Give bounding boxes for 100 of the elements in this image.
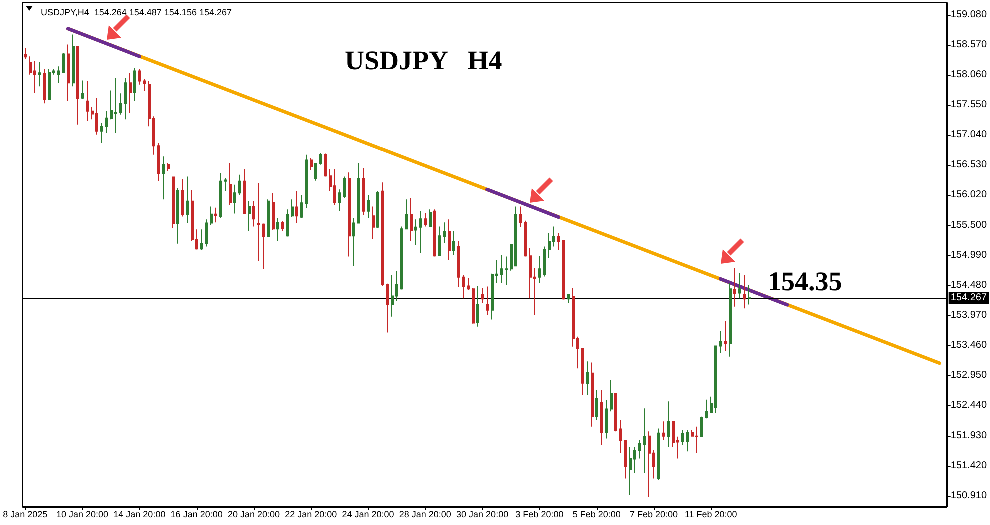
candlestick bbox=[500, 254, 503, 284]
candlestick bbox=[224, 178, 227, 192]
candlestick bbox=[648, 431, 651, 498]
x-tick-label: 5 Feb 20:00 bbox=[572, 510, 621, 520]
candlestick bbox=[72, 34, 75, 88]
candlestick bbox=[729, 282, 732, 358]
candlestick bbox=[57, 66, 60, 84]
candlestick bbox=[391, 274, 394, 318]
candlestick bbox=[243, 168, 246, 215]
candlestick bbox=[167, 162, 170, 172]
x-tick-label: 11 Feb 20:00 bbox=[684, 510, 738, 520]
candlestick bbox=[643, 408, 646, 474]
candlestick bbox=[210, 206, 213, 226]
annotation: 154.35 bbox=[768, 266, 842, 296]
y-tick-label: 153.970 bbox=[950, 310, 988, 322]
candlestick bbox=[700, 416, 703, 438]
candlestick bbox=[367, 194, 370, 219]
candlestick bbox=[291, 199, 294, 218]
candlestick bbox=[214, 207, 217, 224]
x-tick-label: 22 Jan 20:00 bbox=[285, 510, 338, 520]
candlestick bbox=[86, 80, 89, 122]
candlestick bbox=[76, 46, 79, 126]
candlestick bbox=[386, 283, 389, 334]
candlestick bbox=[410, 198, 413, 242]
x-tick-label: 14 Jan 20:00 bbox=[114, 510, 166, 520]
candlestick bbox=[219, 172, 222, 219]
candlestick bbox=[262, 223, 265, 270]
candlestick bbox=[681, 430, 684, 446]
y-tick-label: 156.530 bbox=[950, 159, 988, 170]
candlestick bbox=[419, 210, 422, 254]
y-tick-label: 154.480 bbox=[950, 280, 988, 292]
candlestick bbox=[119, 93, 122, 116]
candlestick bbox=[252, 200, 255, 228]
y-tick-label: 157.040 bbox=[950, 129, 988, 140]
candlestick bbox=[257, 182, 260, 262]
x-tick-label: 20 Jan 20:00 bbox=[228, 510, 280, 520]
candlestick bbox=[586, 361, 589, 396]
candlestick bbox=[205, 219, 208, 248]
candlestick bbox=[114, 78, 117, 134]
candlestick bbox=[581, 348, 584, 396]
candlestick bbox=[557, 232, 560, 251]
candlestick bbox=[238, 174, 241, 196]
candlestick bbox=[95, 98, 98, 136]
candlestick bbox=[476, 286, 479, 328]
candlestick bbox=[319, 152, 322, 166]
candlestick bbox=[738, 272, 741, 300]
candlestick bbox=[433, 209, 436, 258]
x-tick-label: 16 Jan 20:00 bbox=[170, 510, 223, 520]
candlestick bbox=[452, 230, 455, 256]
candlestick bbox=[357, 162, 360, 224]
candlestick bbox=[305, 154, 308, 209]
candlestick bbox=[362, 168, 365, 216]
candlestick bbox=[376, 190, 379, 230]
candlestick bbox=[48, 69, 51, 100]
candlestick bbox=[610, 380, 613, 412]
candlestick bbox=[695, 426, 698, 454]
y-tick-label: 159.080 bbox=[950, 9, 988, 20]
y-tick-label: 152.950 bbox=[950, 370, 988, 382]
candlestick bbox=[233, 184, 236, 214]
x-tick-label: 3 Feb 20:00 bbox=[516, 510, 564, 520]
candlestick bbox=[619, 420, 622, 454]
candlestick bbox=[248, 200, 251, 232]
candlestick bbox=[505, 256, 508, 286]
candlestick bbox=[33, 60, 36, 94]
candlestick bbox=[562, 240, 565, 300]
candlestick bbox=[143, 79, 146, 92]
candlestick bbox=[381, 182, 384, 287]
candlestick bbox=[348, 172, 351, 258]
candlestick bbox=[705, 399, 708, 420]
x-tick-label: 24 Jan 20:00 bbox=[342, 510, 394, 520]
candlestick bbox=[567, 294, 570, 304]
y-tick-label: 156.020 bbox=[950, 189, 988, 200]
y-tick-label: 151.420 bbox=[950, 460, 988, 472]
candlestick bbox=[272, 192, 275, 231]
candlestick bbox=[372, 206, 375, 240]
candlestick bbox=[338, 189, 341, 212]
candlestick bbox=[314, 162, 317, 182]
y-tick-label: 152.440 bbox=[950, 400, 988, 412]
candlestick bbox=[467, 278, 470, 291]
candlestick bbox=[181, 178, 184, 218]
candlestick bbox=[229, 162, 232, 206]
x-tick-label: 10 Jan 20:00 bbox=[56, 510, 109, 520]
candlestick bbox=[38, 62, 41, 88]
y-tick-label: 151.930 bbox=[950, 430, 988, 442]
candlestick bbox=[43, 69, 46, 104]
candlestick bbox=[438, 226, 441, 257]
candlestick bbox=[200, 229, 203, 251]
candlestick bbox=[657, 428, 660, 482]
candlestick bbox=[310, 158, 313, 171]
x-tick-label: 7 Feb 20:00 bbox=[630, 510, 678, 520]
candlestick bbox=[405, 199, 408, 230]
candlestick bbox=[591, 362, 594, 428]
candlestick bbox=[281, 220, 284, 232]
candlestick bbox=[519, 206, 522, 228]
candlestick bbox=[719, 331, 722, 354]
candlestick bbox=[124, 78, 127, 120]
y-tick-label: 150.910 bbox=[950, 490, 988, 502]
candlestick bbox=[100, 122, 103, 144]
candlestick bbox=[448, 219, 451, 261]
candlestick bbox=[462, 274, 465, 300]
